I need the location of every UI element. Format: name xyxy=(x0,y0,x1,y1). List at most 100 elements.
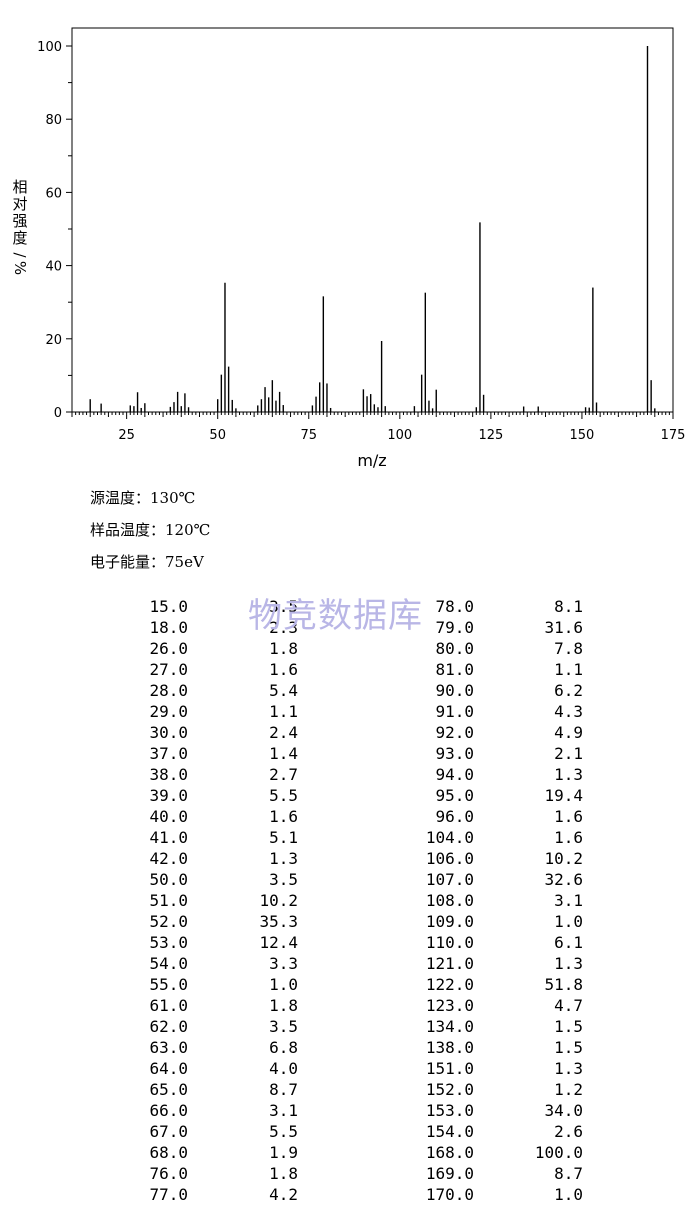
table-row: 28.0 5.4 xyxy=(0,680,696,701)
mz-value: 110.0 xyxy=(425,933,474,952)
table-row: 108.0 3.1 xyxy=(0,890,696,911)
y-axis-ticks: 0 20 40 60 80 100 xyxy=(37,40,72,421)
mz-value: 108.0 xyxy=(425,891,474,910)
y-tick-label: 40 xyxy=(45,260,62,275)
intensity-value: 5.4 xyxy=(269,681,298,700)
table-row: 110.0 6.1 xyxy=(0,932,696,953)
table-row: 134.0 1.5 xyxy=(0,1016,696,1037)
intensity-value: 51.8 xyxy=(544,975,583,994)
mz-value: 151.0 xyxy=(425,1059,474,1078)
intensity-value: 3.5 xyxy=(269,1017,298,1036)
intensity-value: 1.0 xyxy=(554,912,583,931)
y-tick-label: 100 xyxy=(37,40,62,55)
mz-value: 123.0 xyxy=(425,996,474,1015)
intensity-value: 1.6 xyxy=(554,807,583,826)
mz-value: 64.0 xyxy=(149,1059,188,1078)
intensity-value: 10.2 xyxy=(259,891,298,910)
mz-value: 168.0 xyxy=(425,1143,474,1162)
condition-label: 样品温度： xyxy=(90,521,166,539)
x-tick-label: 100 xyxy=(387,428,412,443)
intensity-value: 6.1 xyxy=(554,933,583,952)
mz-value: 95.0 xyxy=(435,786,474,805)
intensity-value: 1.6 xyxy=(269,660,298,679)
x-axis-ticks: 25 50 75 100 125 150 175 xyxy=(71,412,686,443)
intensity-value: 1.5 xyxy=(554,1038,583,1057)
mz-value: 154.0 xyxy=(425,1122,474,1141)
intensity-value: 8.7 xyxy=(269,1080,298,1099)
table-row: 27.0 1.6 xyxy=(0,659,696,680)
mz-value: 96.0 xyxy=(435,807,474,826)
x-tick-label: 175 xyxy=(661,428,686,443)
mz-value: 122.0 xyxy=(425,975,474,994)
mz-value: 65.0 xyxy=(149,1080,188,1099)
intensity-value: 1.3 xyxy=(554,954,583,973)
mz-value: 92.0 xyxy=(435,723,474,742)
intensity-value: 1.4 xyxy=(269,744,298,763)
mz-value: 42.0 xyxy=(149,849,188,868)
intensity-value: 1.2 xyxy=(554,1080,583,1099)
intensity-value: 4.9 xyxy=(554,723,583,742)
mz-value: 15.0 xyxy=(149,597,188,616)
mz-value: 91.0 xyxy=(435,702,474,721)
condition-value: 130℃ xyxy=(150,489,196,507)
table-row: 61.0 1.8 xyxy=(0,995,696,1016)
svg-text:对: 对 xyxy=(12,195,27,213)
x-tick-label: 75 xyxy=(300,428,317,443)
svg-text:相: 相 xyxy=(12,178,27,196)
intensity-value: 3.5 xyxy=(269,870,298,889)
intensity-value: 2.4 xyxy=(269,723,298,742)
mz-value: 54.0 xyxy=(149,954,188,973)
table-row: 18.0 2.3 xyxy=(0,617,696,638)
plot-frame xyxy=(71,27,674,413)
intensity-value: 100.0 xyxy=(534,1143,583,1162)
table-row: 153.0 34.0 xyxy=(0,1100,696,1121)
table-row: 42.0 1.3 xyxy=(0,848,696,869)
intensity-value: 1.3 xyxy=(554,1059,583,1078)
mz-value: 153.0 xyxy=(425,1101,474,1120)
table-row: 30.0 2.4 xyxy=(0,722,696,743)
table-row: 109.0 1.0 xyxy=(0,911,696,932)
intensity-value: 1.8 xyxy=(269,639,298,658)
y-tick-label: 60 xyxy=(45,186,62,201)
table-row: 92.0 4.9 xyxy=(0,722,696,743)
intensity-value: 31.6 xyxy=(544,618,583,637)
table-row: 64.0 4.0 xyxy=(0,1058,696,1079)
mz-value: 39.0 xyxy=(149,786,188,805)
intensity-value: 32.6 xyxy=(544,870,583,889)
condition-label: 源温度： xyxy=(90,489,151,507)
condition-source-temp: 源温度：130℃ xyxy=(90,487,195,508)
table-row: 37.0 1.4 xyxy=(0,743,696,764)
mz-value: 29.0 xyxy=(149,702,188,721)
table-row: 170.0 1.0 xyxy=(0,1184,696,1205)
table-row: 68.0 1.9 xyxy=(0,1142,696,1163)
mz-value: 104.0 xyxy=(425,828,474,847)
table-row: 93.0 2.1 xyxy=(0,743,696,764)
intensity-value: 5.1 xyxy=(269,828,298,847)
intensity-value: 1.1 xyxy=(554,660,583,679)
intensity-value: 1.6 xyxy=(269,807,298,826)
table-row: 104.0 1.6 xyxy=(0,827,696,848)
intensity-value: 3.3 xyxy=(269,954,298,973)
intensity-value: 19.4 xyxy=(544,786,583,805)
mz-value: 90.0 xyxy=(435,681,474,700)
table-row: 39.0 5.5 xyxy=(0,785,696,806)
condition-value: 75eV xyxy=(165,553,204,571)
table-row: 40.0 1.6 xyxy=(0,806,696,827)
intensity-value: 7.8 xyxy=(554,639,583,658)
table-row: 54.0 3.3 xyxy=(0,953,696,974)
mz-value: 53.0 xyxy=(149,933,188,952)
mz-value: 107.0 xyxy=(425,870,474,889)
mz-value: 67.0 xyxy=(149,1122,188,1141)
table-row: 77.0 4.2 xyxy=(0,1184,696,1205)
intensity-value: 4.3 xyxy=(554,702,583,721)
table-row: 15.0 3.5 xyxy=(0,596,696,617)
mz-value: 28.0 xyxy=(149,681,188,700)
table-row: 91.0 4.3 xyxy=(0,701,696,722)
table-row: 41.0 5.1 xyxy=(0,827,696,848)
mass-spectrum-chart: 25 50 75 100 125 150 175 0 20 40 60 80 100 m/z 相对强度… xyxy=(11,27,686,470)
table-row: 94.0 1.3 xyxy=(0,764,696,785)
table-row: 121.0 1.3 xyxy=(0,953,696,974)
mz-value: 18.0 xyxy=(149,618,188,637)
intensity-value: 1.8 xyxy=(269,1164,298,1183)
table-row: 51.0 10.2 xyxy=(0,890,696,911)
